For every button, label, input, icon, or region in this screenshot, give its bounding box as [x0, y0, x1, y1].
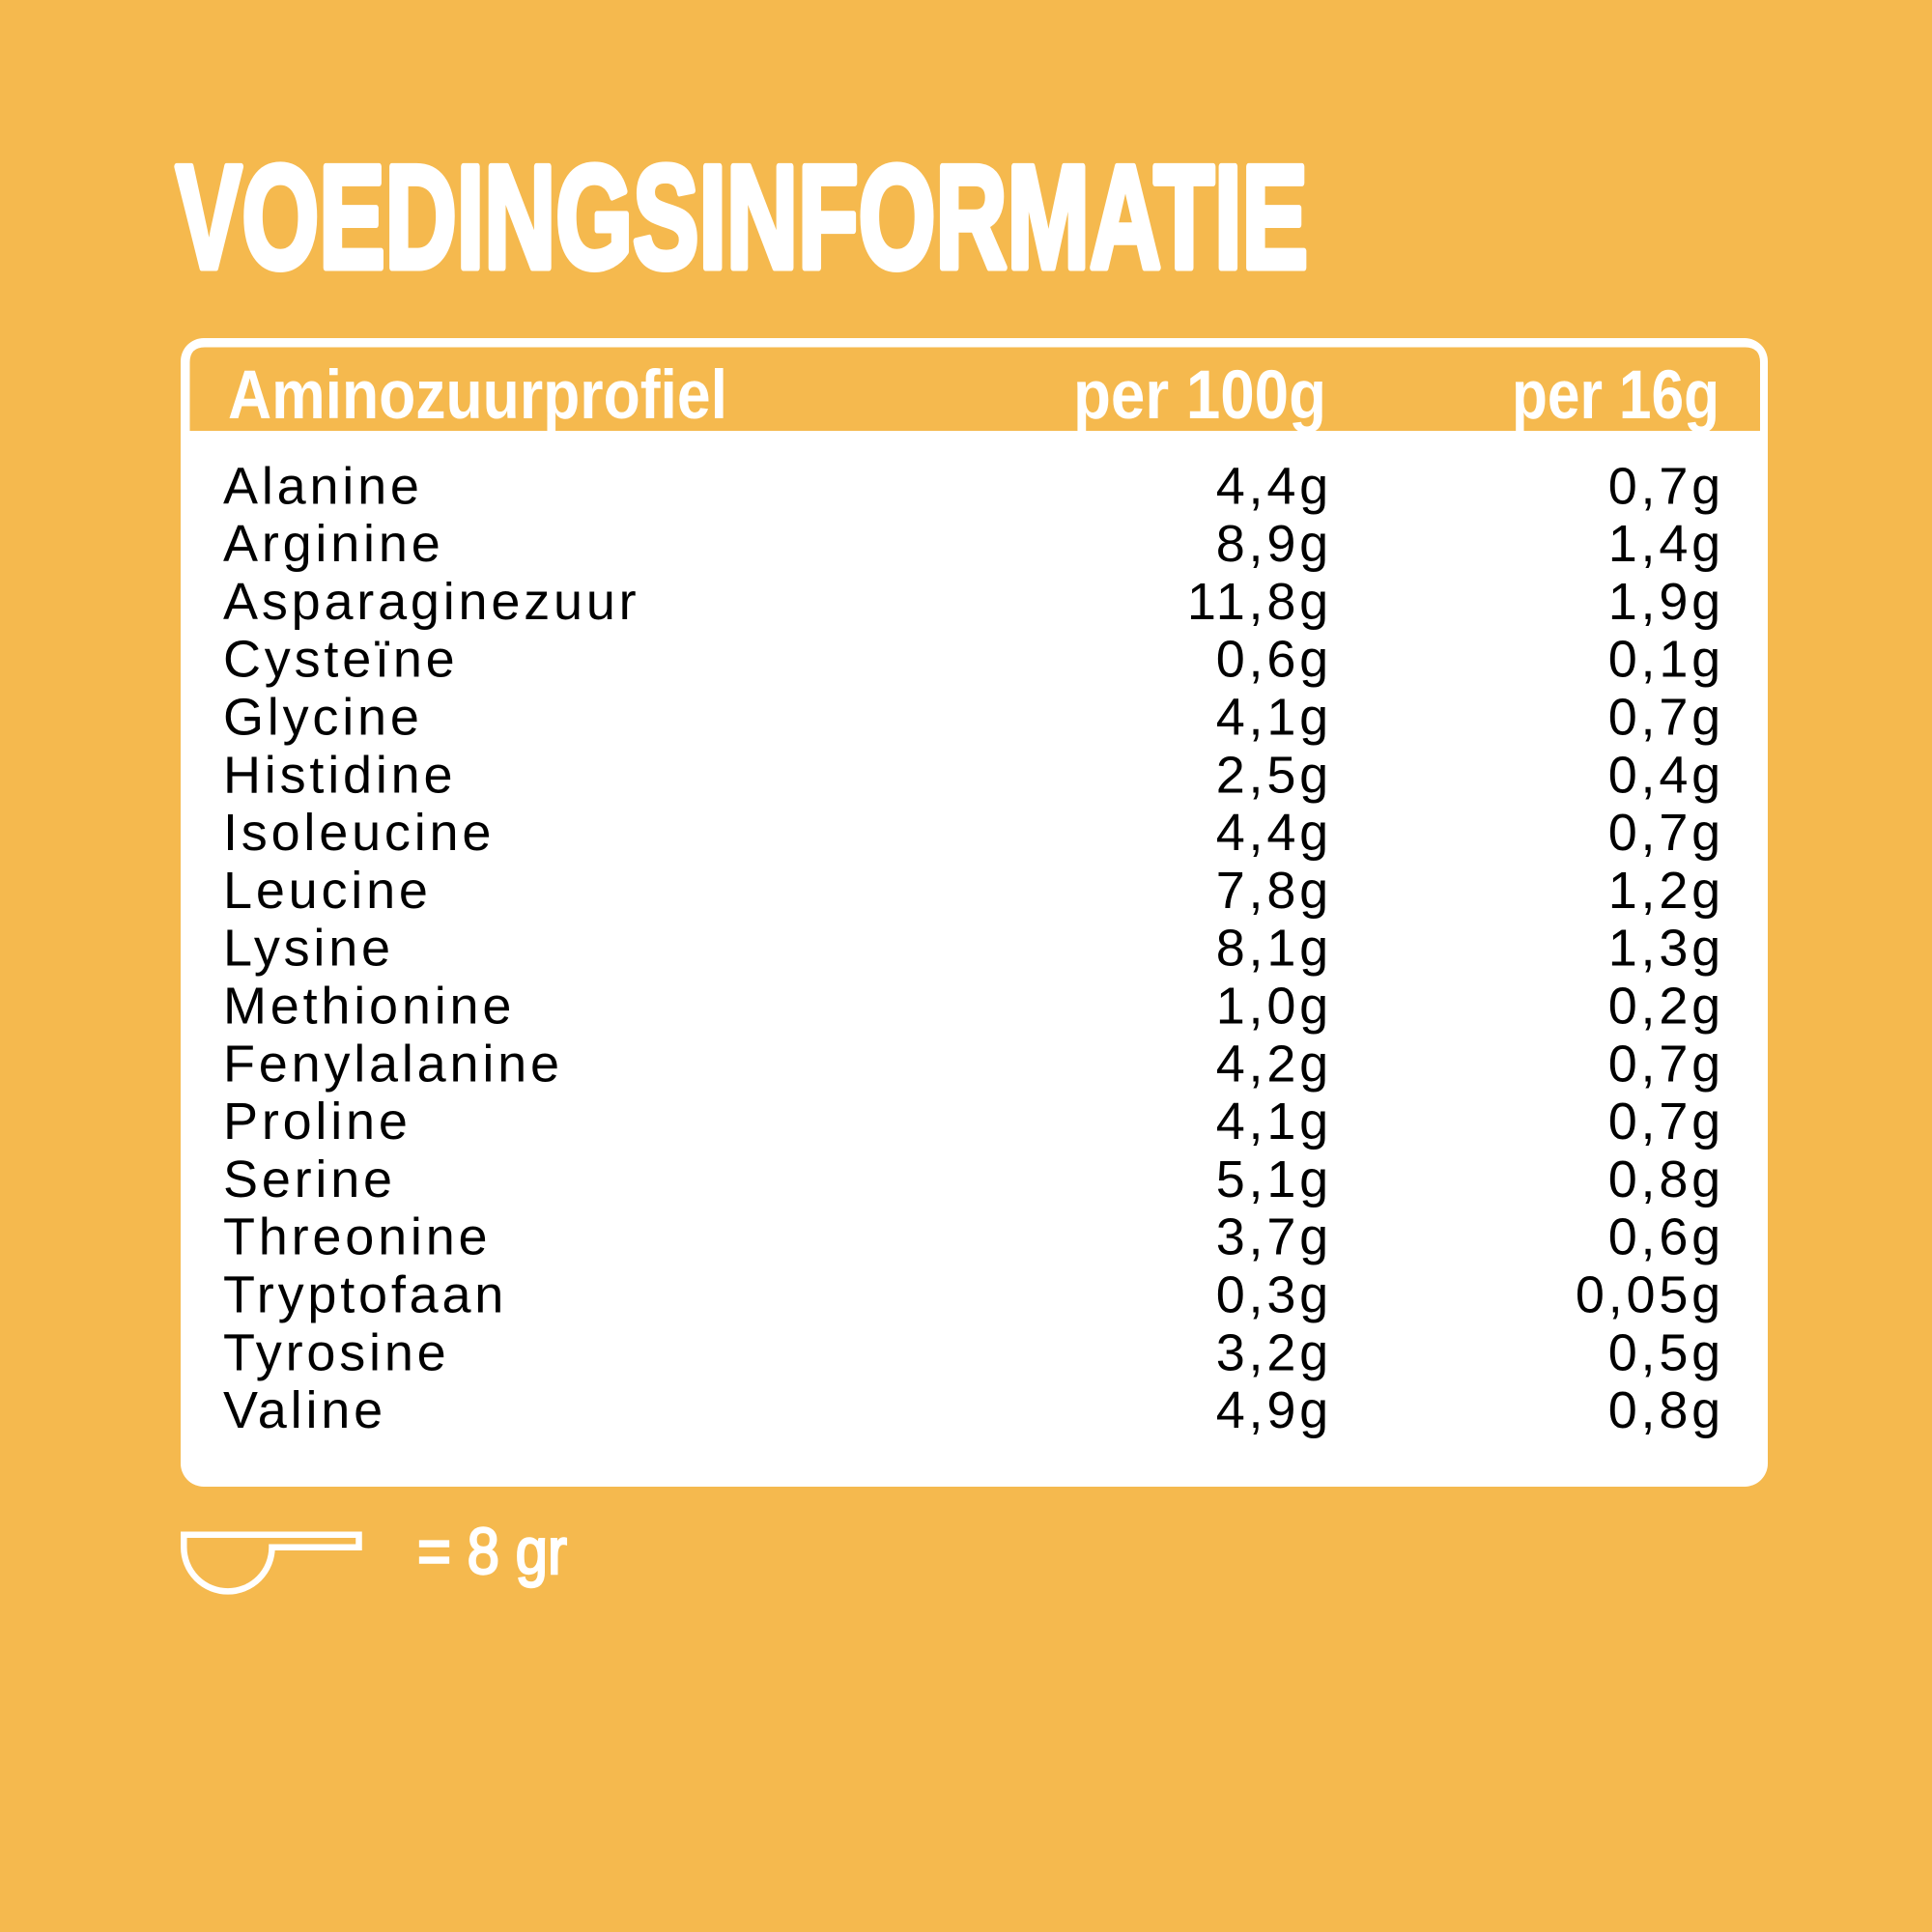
svg-text:4,1g: 4,1g [1216, 1093, 1332, 1151]
svg-text:Leucine: Leucine [223, 862, 432, 920]
svg-text:4,1g: 4,1g [1216, 689, 1332, 747]
svg-text:1,3g: 1,3g [1608, 920, 1724, 978]
svg-text:Fenylalanine: Fenylalanine [223, 1035, 563, 1093]
svg-text:Methionine: Methionine [223, 978, 515, 1036]
svg-text:0,7g: 0,7g [1608, 457, 1724, 515]
svg-text:4,9g: 4,9g [1216, 1381, 1332, 1439]
svg-text:Threonine: Threonine [223, 1208, 491, 1266]
svg-text:0,7g: 0,7g [1608, 804, 1724, 862]
svg-text:Valine: Valine [223, 1381, 386, 1439]
svg-text:per 100g: per 100g [1073, 357, 1326, 434]
svg-text:0,8g: 0,8g [1608, 1381, 1724, 1439]
svg-text:4,4g: 4,4g [1216, 457, 1332, 515]
svg-text:Arginine: Arginine [223, 515, 444, 573]
svg-text:1,0g: 1,0g [1216, 978, 1332, 1036]
svg-text:1,2g: 1,2g [1608, 862, 1724, 920]
svg-text:0,8g: 0,8g [1608, 1151, 1724, 1208]
svg-text:0,7g: 0,7g [1608, 1093, 1724, 1151]
svg-text:Alanine: Alanine [223, 457, 423, 515]
svg-text:Histidine: Histidine [223, 746, 456, 804]
svg-text:4,4g: 4,4g [1216, 804, 1332, 862]
svg-text:0,05g: 0,05g [1576, 1266, 1724, 1324]
svg-text:1,9g: 1,9g [1608, 573, 1724, 631]
svg-text:0,1g: 0,1g [1608, 631, 1724, 689]
svg-text:VOEDINGSINFORMATIE: VOEDINGSINFORMATIE [176, 135, 1308, 299]
svg-text:3,7g: 3,7g [1216, 1208, 1332, 1266]
svg-text:0,5g: 0,5g [1608, 1323, 1724, 1381]
svg-text:0,4g: 0,4g [1608, 746, 1724, 804]
svg-text:Lysine: Lysine [223, 920, 394, 978]
svg-text:Aminozuurprofiel: Aminozuurprofiel [228, 357, 727, 434]
svg-text:0,7g: 0,7g [1608, 1035, 1724, 1093]
svg-text:5,1g: 5,1g [1216, 1151, 1332, 1208]
svg-text:0,3g: 0,3g [1216, 1266, 1332, 1324]
svg-text:2,5g: 2,5g [1216, 746, 1332, 804]
svg-text:= 8 gr: = 8 gr [417, 1515, 567, 1588]
svg-text:Serine: Serine [223, 1151, 396, 1208]
svg-text:Proline: Proline [223, 1093, 412, 1151]
svg-text:Tryptofaan: Tryptofaan [223, 1266, 507, 1324]
svg-text:1,4g: 1,4g [1608, 515, 1724, 573]
svg-text:8,1g: 8,1g [1216, 920, 1332, 978]
svg-text:11,8g: 11,8g [1187, 573, 1332, 631]
svg-text:0,2g: 0,2g [1608, 978, 1724, 1036]
svg-text:7,8g: 7,8g [1216, 862, 1332, 920]
svg-text:Asparaginezuur: Asparaginezuur [223, 573, 639, 631]
svg-text:4,2g: 4,2g [1216, 1035, 1332, 1093]
svg-text:Isoleucine: Isoleucine [223, 804, 495, 862]
svg-text:Tyrosine: Tyrosine [223, 1323, 449, 1381]
svg-text:Cysteïne: Cysteïne [223, 631, 459, 689]
svg-text:0,7g: 0,7g [1608, 689, 1724, 747]
svg-text:Glycine: Glycine [223, 689, 423, 747]
svg-text:0,6g: 0,6g [1216, 631, 1332, 689]
svg-text:3,2g: 3,2g [1216, 1323, 1332, 1381]
svg-text:8,9g: 8,9g [1216, 515, 1332, 573]
svg-text:per 16g: per 16g [1512, 357, 1719, 434]
svg-text:0,6g: 0,6g [1608, 1208, 1724, 1266]
